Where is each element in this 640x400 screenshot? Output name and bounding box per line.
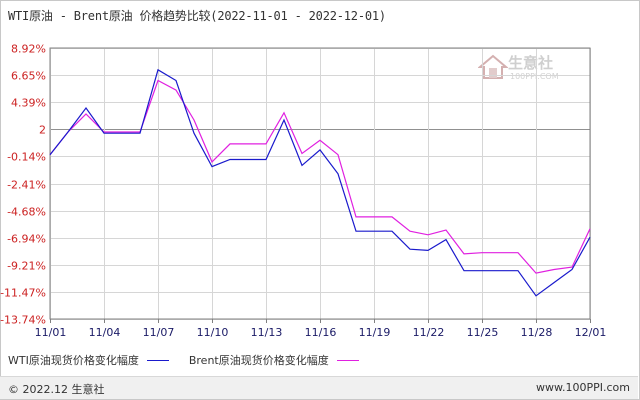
- series-line-wti: [49, 68, 591, 297]
- house-icon: [477, 54, 509, 79]
- axes: [49, 47, 591, 323]
- x-tick-label: 11/04: [89, 326, 121, 339]
- x-tick-label: 11/01: [35, 326, 67, 339]
- legend-label-brent: Brent原油现货价格变化幅度: [188, 354, 329, 367]
- legend-swatch-wti: [146, 359, 169, 361]
- y-tick-label: -9.21%: [7, 260, 46, 273]
- y-tick-label: -11.47%: [0, 287, 46, 300]
- x-tick-label: 11/28: [521, 326, 553, 339]
- x-tick-labels: 11/01 11/04 11/07 11/10 11/13 11/16 11/19 11/22…: [35, 326, 607, 339]
- y-tick-label: -6.94%: [7, 233, 46, 246]
- legend-item-brent: Brent原油现货价格变化幅度: [189, 352, 359, 368]
- watermark-url: 100PPI.COM: [510, 72, 559, 81]
- y-tick-label: -4.68%: [7, 206, 46, 219]
- x-tick-label: 11/16: [305, 326, 337, 339]
- grid-lines: [50, 48, 591, 320]
- footer-website: www.100PPI.com: [536, 381, 630, 394]
- legend-label-wti: WTI原油现货价格变化幅度: [8, 354, 139, 367]
- chart-title: WTI原油 - Brent原油 价格趋势比较(2022-11-01 - 2022…: [8, 9, 386, 23]
- x-tick-label: 11/10: [197, 326, 229, 339]
- y-tick-label: 8.92%: [11, 43, 46, 56]
- x-tick-label: 11/19: [359, 326, 391, 339]
- x-tick-label: 11/07: [143, 326, 175, 339]
- x-tick-label: 11/22: [413, 326, 445, 339]
- y-tick-label: 4.39%: [11, 97, 46, 110]
- y-tick-labels: 8.92% 6.65% 4.39% 2 -0.14% -2.41% -4.68% -6.94%…: [0, 43, 46, 327]
- legend-item-wti: WTI原油现货价格变化幅度: [8, 352, 169, 368]
- x-tick-label: 11/25: [467, 326, 499, 339]
- footer-copyright: © 2022.12 生意社: [8, 383, 105, 396]
- y-tick-label: -13.74%: [0, 314, 46, 327]
- y-tick-label: -0.14%: [7, 151, 46, 164]
- watermark-text: 生意社: [508, 54, 554, 72]
- y-tick-label: -2.41%: [7, 179, 46, 192]
- y-tick-label: 6.65%: [11, 70, 46, 83]
- legend: WTI原油现货价格变化幅度 Brent原油现货价格变化幅度: [8, 352, 379, 368]
- legend-swatch-brent: [336, 359, 359, 361]
- x-tick-label: 11/13: [251, 326, 283, 339]
- x-tick-label: 12/01: [575, 326, 607, 339]
- y-tick-label: 2: [39, 124, 46, 137]
- series-lines: [49, 68, 591, 297]
- footer-bar: © 2022.12 生意社 www.100PPI.com: [0, 376, 638, 399]
- watermark-logo: 生意社 100PPI.COM: [477, 52, 559, 86]
